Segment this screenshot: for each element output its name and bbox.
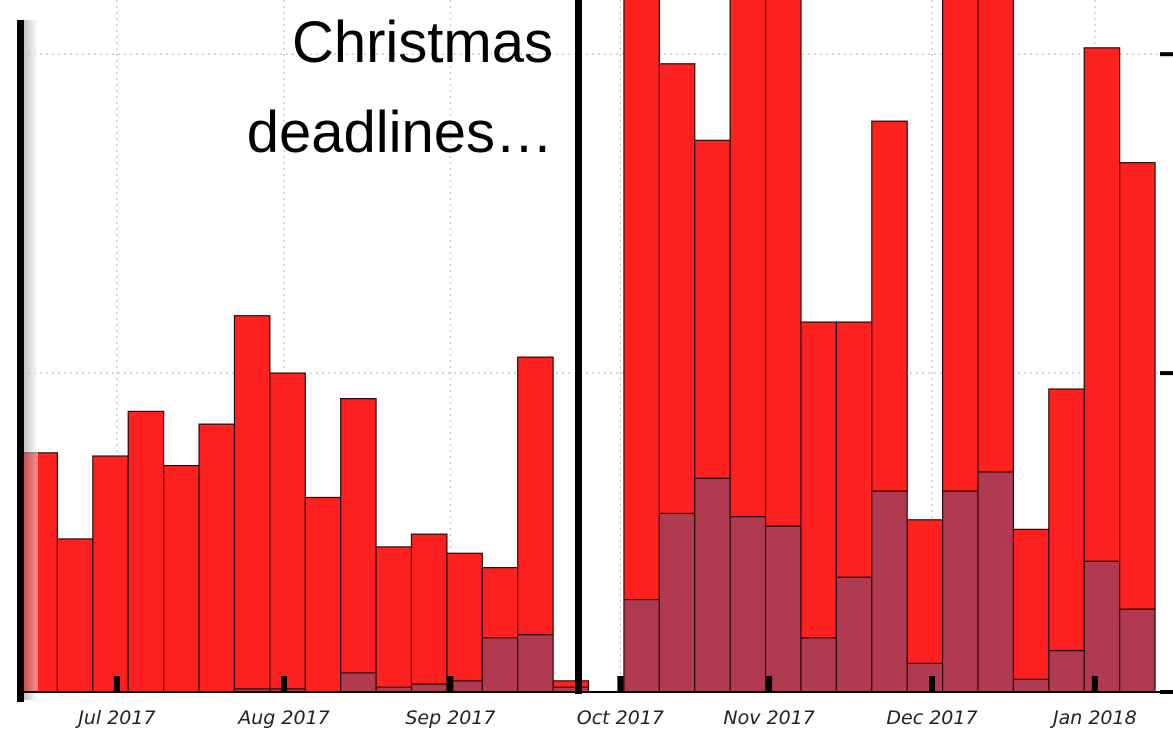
bar-segment <box>1012 678 1050 693</box>
frame-edge <box>17 20 24 702</box>
x-tick <box>928 676 935 692</box>
bar-segment <box>1048 388 1085 652</box>
bar-segment <box>729 516 767 693</box>
x-tick <box>766 676 773 692</box>
annotation: Christmas <box>292 10 553 75</box>
ticks: Jul 2017 Aug 2017 Sep 2017 Oct 2017 Nov 2017… <box>74 52 1173 729</box>
x-tick-label: Jan 2018 <box>1049 707 1137 729</box>
bar-segment <box>410 533 448 685</box>
bars <box>22 0 1156 693</box>
x-tick <box>113 676 120 692</box>
bar-segment <box>1012 528 1050 680</box>
x-tick-label: Aug 2017 <box>236 707 330 729</box>
bar-segment <box>56 538 94 693</box>
bar-segment <box>835 321 873 578</box>
bar-segment <box>340 398 377 674</box>
bar-segment <box>269 372 306 690</box>
bar-segment <box>481 567 519 639</box>
bar-segment <box>1048 649 1085 693</box>
bar-segment <box>304 496 342 693</box>
bar-segment <box>942 0 979 492</box>
x-tick-label: Oct 2017 <box>577 707 664 729</box>
bar-segment <box>764 0 802 527</box>
bar-segment <box>800 321 837 639</box>
bar-segment <box>198 423 236 693</box>
annotation: deadlines… <box>247 100 553 165</box>
bar-segment <box>764 525 802 693</box>
bar-segment <box>481 637 519 693</box>
x-tick-label: Sep 2017 <box>405 707 495 729</box>
bar-segment <box>1083 560 1121 693</box>
bar-segment <box>694 477 731 693</box>
bar-segment <box>127 410 165 693</box>
bar-segment <box>623 598 660 693</box>
bar-segment <box>942 490 979 693</box>
bar-segment <box>410 683 448 693</box>
bar-segment <box>1083 47 1121 562</box>
x-tick-label: Nov 2017 <box>723 707 814 729</box>
x-tick-label: Dec 2017 <box>886 707 977 729</box>
x-tick <box>281 676 288 692</box>
bar-segment <box>1119 608 1156 693</box>
bar-segment <box>517 356 554 636</box>
frame-shadow <box>24 20 38 700</box>
bar-segment <box>871 490 908 693</box>
bar-segment <box>977 471 1015 693</box>
x-tick <box>447 676 454 692</box>
x-tick <box>1091 676 1098 692</box>
bar-segment <box>92 455 129 693</box>
bar-segment <box>340 672 377 693</box>
bar-segment <box>552 680 590 688</box>
divider <box>575 0 582 694</box>
bar-segment <box>375 546 413 688</box>
bar-segment <box>729 0 767 518</box>
bar-segment <box>694 139 731 479</box>
bar-segment <box>233 315 271 690</box>
bar-segment <box>446 552 483 682</box>
bar-segment <box>1119 162 1156 610</box>
bar-segment <box>871 120 908 492</box>
bar-segment <box>800 637 837 693</box>
bar-segment <box>977 0 1015 473</box>
bar-segment <box>517 633 554 693</box>
bar-segment <box>163 464 200 693</box>
x-tick <box>617 676 624 692</box>
bar-segment <box>906 662 944 693</box>
bar-segment <box>623 0 660 601</box>
bar-segment <box>835 576 873 693</box>
bar-segment <box>906 519 944 664</box>
x-tick-label: Jul 2017 <box>74 707 155 729</box>
bar-segment <box>658 512 696 693</box>
bar-segment <box>658 63 696 515</box>
